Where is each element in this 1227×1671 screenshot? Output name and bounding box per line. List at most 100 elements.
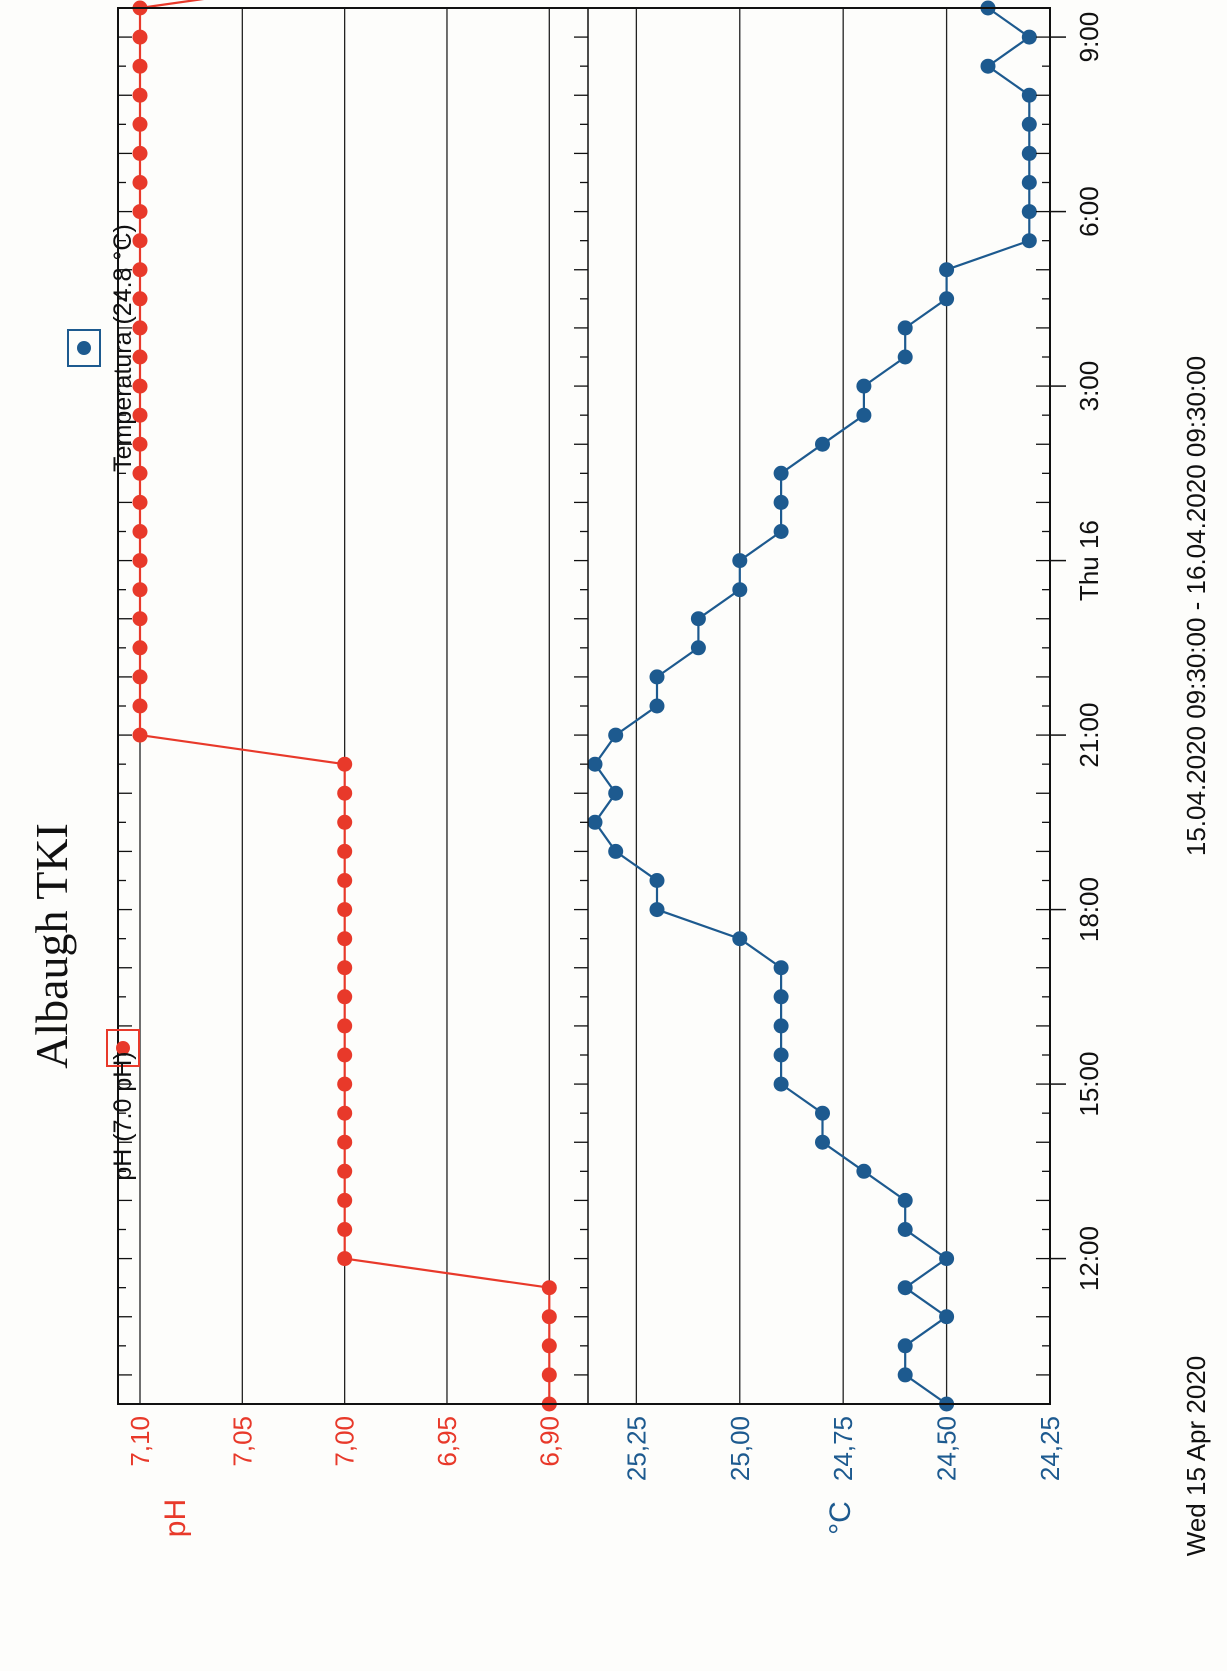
ph-point xyxy=(132,87,148,103)
ph-point xyxy=(337,960,353,976)
chart-title: Albaugh TKI xyxy=(26,823,77,1069)
temperature-point xyxy=(587,756,603,772)
x-tick-label: 15:00 xyxy=(1074,1052,1104,1117)
ph-point xyxy=(337,814,353,830)
legend-ph-marker xyxy=(116,1041,130,1055)
ph-point xyxy=(337,1018,353,1034)
temperature-point xyxy=(856,378,872,394)
ph-point xyxy=(132,407,148,423)
ph-point xyxy=(337,873,353,888)
temperature-point xyxy=(897,1192,913,1208)
temperature-point xyxy=(732,553,748,569)
ph-point xyxy=(132,233,148,249)
ph-point xyxy=(337,1047,353,1063)
legend-temperature-box xyxy=(67,329,101,367)
x-tick-label: Thu 16 xyxy=(1074,520,1104,601)
temperature-point xyxy=(649,669,665,685)
temperature-tick-label: 24,75 xyxy=(828,1416,858,1481)
ph-point xyxy=(337,785,353,801)
ph-point xyxy=(541,1280,557,1296)
ph-point xyxy=(337,1251,353,1267)
temperature-point xyxy=(773,989,789,1005)
x-tick-label: 12:00 xyxy=(1074,1226,1104,1291)
ph-point xyxy=(132,494,148,510)
ph-point xyxy=(541,1338,557,1354)
temperature-point xyxy=(773,465,789,481)
x-tick-label: 3:00 xyxy=(1074,361,1104,412)
ph-point xyxy=(541,1367,557,1383)
ph-point xyxy=(132,640,148,656)
ph-point xyxy=(132,349,148,365)
temperature-point xyxy=(773,1047,789,1063)
temperature-point xyxy=(649,873,665,888)
ph-point xyxy=(132,291,148,307)
legend-temperature[interactable]: Temperatura (24.8 °C) xyxy=(67,224,137,472)
temperature-point xyxy=(1021,175,1037,190)
ph-point xyxy=(132,582,148,598)
temperature-point xyxy=(815,1134,830,1150)
temperature-point xyxy=(939,1251,955,1267)
temperature-point xyxy=(897,1280,913,1296)
ph-point xyxy=(337,989,353,1005)
ph-point xyxy=(541,1309,557,1325)
ph-point xyxy=(132,524,148,539)
temperature-point xyxy=(1021,29,1037,45)
temperature-tick-label: 25,25 xyxy=(621,1416,651,1481)
temperature-tick-label: 24,50 xyxy=(932,1416,962,1481)
temperature-point xyxy=(939,291,955,307)
x-tick-label: 18:00 xyxy=(1074,877,1104,942)
legend-temperature-marker xyxy=(77,341,91,355)
temperature-tick-label: 24,25 xyxy=(1035,1416,1065,1481)
grid xyxy=(139,8,1051,1404)
ph-point xyxy=(337,843,353,859)
legend-ph[interactable]: pH (7.0 pH) xyxy=(106,1029,140,1181)
ph-point xyxy=(132,465,148,481)
temperature-point xyxy=(897,349,913,365)
ph-point xyxy=(132,320,148,336)
legend-temperature-label: Temperatura (24.8 °C) xyxy=(109,224,137,472)
ph-point xyxy=(132,145,148,161)
ph-tick-label: 7,10 xyxy=(125,1416,155,1467)
legend-ph-box xyxy=(106,1029,140,1067)
ph-point xyxy=(337,1105,353,1121)
date-label: Wed 15 Apr 2020 xyxy=(1181,1356,1211,1556)
temperature-point xyxy=(773,960,789,976)
axes: 7,10 7,05 7,00 6,95 6,90 25,25 25,00 24,75 24,50… xyxy=(117,7,1104,1481)
temperature-point xyxy=(897,1338,913,1354)
ph-point xyxy=(132,58,148,74)
ph-point xyxy=(132,116,148,132)
temperature-point xyxy=(773,524,789,539)
ph-point xyxy=(132,262,148,278)
temperature-axis-label: °C xyxy=(824,1501,857,1535)
temperature-point xyxy=(1021,87,1037,103)
temperature-point xyxy=(608,843,624,859)
temperature-point xyxy=(815,1105,830,1121)
ph-point xyxy=(337,931,353,947)
ph-point xyxy=(337,1163,353,1179)
temperature-point xyxy=(897,1222,913,1237)
ph-point xyxy=(337,1134,353,1150)
ph-point xyxy=(337,1222,353,1237)
ph-point xyxy=(132,436,148,452)
temperature-point xyxy=(608,727,624,743)
temperature-point xyxy=(773,1076,789,1092)
temperature-point xyxy=(1021,204,1037,220)
temperature-point xyxy=(690,640,706,656)
temperature-point xyxy=(649,698,665,714)
x-tick-label: 9:00 xyxy=(1074,12,1104,63)
temperature-point xyxy=(980,58,996,74)
ph-point xyxy=(132,175,148,190)
ph-tick-label: 6,90 xyxy=(534,1416,564,1467)
ph-point xyxy=(132,727,148,743)
temperature-point xyxy=(939,1309,955,1325)
ph-point xyxy=(132,378,148,394)
time-range-label: 15.04.2020 09:30:00 - 16.04.2020 09:30:0… xyxy=(1181,356,1211,856)
ph-point xyxy=(132,698,148,714)
ph-tick-label: 7,00 xyxy=(330,1416,360,1467)
temperature-point xyxy=(1021,145,1037,161)
temperature-point xyxy=(732,931,748,947)
temperature-point xyxy=(587,814,603,830)
ph-point xyxy=(132,611,148,627)
ph-point xyxy=(132,29,148,45)
